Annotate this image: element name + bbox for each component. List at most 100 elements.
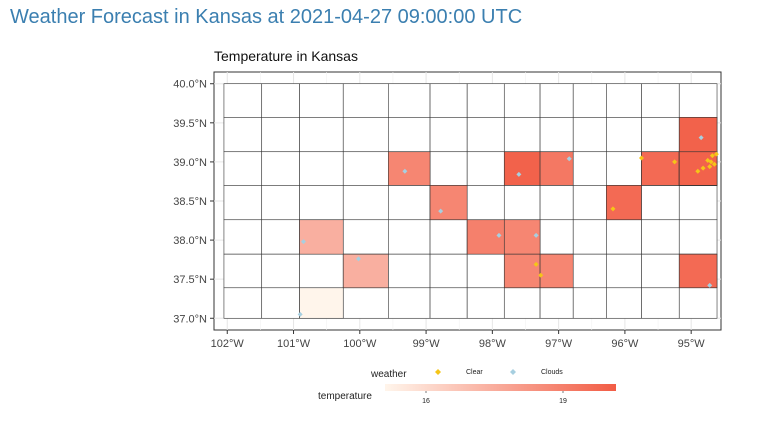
county-cell <box>261 287 300 319</box>
county-cell <box>572 83 607 118</box>
county-cell <box>261 185 300 221</box>
county-cell <box>678 83 718 118</box>
county-cell <box>299 151 344 186</box>
station-point <box>538 272 544 278</box>
y-tick-label: 40.0°N <box>173 79 207 91</box>
county-temperature-fill <box>503 253 541 289</box>
county-cell <box>539 287 574 319</box>
county-cell <box>261 253 300 289</box>
county-cell <box>641 185 680 221</box>
county-cell <box>641 219 680 255</box>
county-temperature-fill <box>606 185 642 221</box>
temperature-tick-19: 19 <box>559 398 567 405</box>
y-tick-label: 39.5°N <box>173 118 207 130</box>
county-cell <box>572 253 607 289</box>
x-tick-label: 100°W <box>343 338 377 350</box>
x-tick-label: 99°W <box>413 338 441 350</box>
county-cell <box>342 117 389 153</box>
county-temperature-fill <box>678 117 718 153</box>
station-point <box>713 151 719 157</box>
county-cell <box>429 83 468 118</box>
county-cell <box>429 117 468 153</box>
county-cell <box>223 185 263 221</box>
county-cell <box>223 253 263 289</box>
station-point <box>672 159 678 165</box>
station-point <box>698 135 704 141</box>
county-cell <box>342 83 389 118</box>
county-cell <box>466 83 505 118</box>
clear-legend-label: Clear <box>466 369 483 376</box>
station-point <box>533 261 539 267</box>
county-cell <box>388 185 431 221</box>
station-point <box>496 232 502 238</box>
county-temperature-fill <box>342 253 389 289</box>
x-tick-label: 101°W <box>277 338 311 350</box>
county-temperature-fill <box>641 151 680 186</box>
county-cell <box>429 253 468 289</box>
station-point <box>708 159 714 165</box>
y-axis: 40.0°N 39.5°N 39.0°N 38.5°N 38.0°N 37.5°N 37.0… <box>173 79 214 325</box>
county-cell <box>388 219 431 255</box>
y-tick-label: 39.0°N <box>173 157 207 169</box>
temperature-tick-16: 16 <box>422 398 430 405</box>
county-cell <box>539 83 574 118</box>
station-point <box>695 168 701 174</box>
county-cell <box>429 287 468 319</box>
x-axis: 102°W 101°W 100°W 99°W 98°W 97°W 96°W 95°W <box>211 330 706 350</box>
county-temperature-fill <box>539 253 574 289</box>
county-temperature-fill <box>299 287 344 319</box>
county-temperature-fill <box>678 253 718 289</box>
county-cell <box>606 151 642 186</box>
station-point <box>711 161 717 167</box>
weather-legend-title: weather <box>370 369 407 380</box>
county-cell <box>299 83 344 118</box>
station-point <box>638 155 644 161</box>
county-cell <box>503 83 541 118</box>
county-cell <box>388 253 431 289</box>
clear-legend-key <box>435 369 441 375</box>
county-cell <box>572 151 607 186</box>
county-cell <box>223 219 263 255</box>
station-point <box>438 208 444 214</box>
county-cell <box>503 185 541 221</box>
county-temperature-fill <box>429 185 468 221</box>
county-cell <box>539 117 574 153</box>
temperature-legend: temperature 16 19 <box>318 384 616 405</box>
county-cell <box>261 219 300 255</box>
county-cell <box>641 287 680 319</box>
county-temperature-fill <box>503 219 541 255</box>
county-cell <box>678 287 718 319</box>
county-cell <box>572 185 607 221</box>
station-point <box>300 239 306 245</box>
county-cell <box>503 287 541 319</box>
county-cell <box>299 185 344 221</box>
county-cell <box>641 117 680 153</box>
county-cell <box>342 151 389 186</box>
county-cell <box>429 219 468 255</box>
county-cell <box>261 117 300 153</box>
county-temperature-fill <box>503 151 541 186</box>
station-point <box>533 232 539 238</box>
county-cell <box>466 253 505 289</box>
county-cell <box>429 151 468 186</box>
x-tick-label: 95°W <box>678 338 706 350</box>
county-cell <box>466 287 505 319</box>
station-point <box>707 282 713 288</box>
county-cell <box>572 287 607 319</box>
temperature-colorbar <box>385 384 616 391</box>
temperature-legend-title: temperature <box>318 391 372 402</box>
weather-legend: weather Clear Clouds <box>370 369 563 380</box>
county-cell <box>572 219 607 255</box>
station-point <box>297 311 303 317</box>
y-tick-label: 38.5°N <box>173 196 207 208</box>
county-cell <box>223 151 263 186</box>
clouds-legend-label: Clouds <box>541 369 563 376</box>
county-temperature-fill <box>388 151 431 186</box>
station-point <box>610 206 616 212</box>
county-cell <box>572 117 607 153</box>
county-cell <box>606 253 642 289</box>
county-cell <box>342 219 389 255</box>
county-cell <box>606 83 642 118</box>
station-point <box>709 153 715 159</box>
